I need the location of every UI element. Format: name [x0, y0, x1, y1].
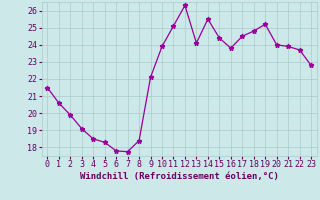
- X-axis label: Windchill (Refroidissement éolien,°C): Windchill (Refroidissement éolien,°C): [80, 172, 279, 181]
